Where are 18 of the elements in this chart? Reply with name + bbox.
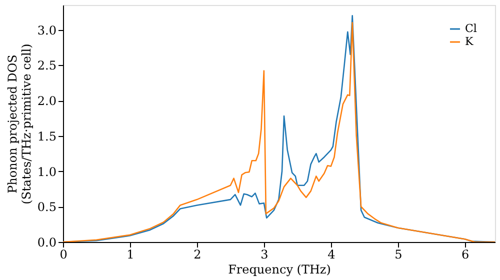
x-tick-label: 1: [126, 248, 134, 262]
x-tick-label: 0: [60, 248, 68, 262]
legend-label: Cl: [465, 22, 478, 35]
y-tick-label: 2.0: [37, 94, 56, 108]
x-axis-title: Frequency (THz): [228, 262, 331, 276]
y-tick-label: 0.0: [37, 236, 56, 250]
y-tick-label: 1.5: [37, 129, 56, 144]
x-tick-label: 6: [462, 248, 470, 262]
y-axis-title: Phonon projected DOS (States/THz·primitive cell): [5, 44, 34, 204]
x-tick-label: 3: [260, 248, 268, 262]
y-tick-label: 0.5: [37, 200, 56, 214]
x-tick-label: 4: [328, 248, 336, 262]
y-tick-label: 3.0: [37, 23, 56, 38]
y-tick-label: 1.0: [37, 164, 56, 179]
x-tick-label: 5: [394, 248, 402, 262]
y-tick-label: 2.5: [37, 58, 56, 73]
legend-label: K: [465, 35, 474, 48]
x-tick-label: 2: [194, 248, 202, 262]
